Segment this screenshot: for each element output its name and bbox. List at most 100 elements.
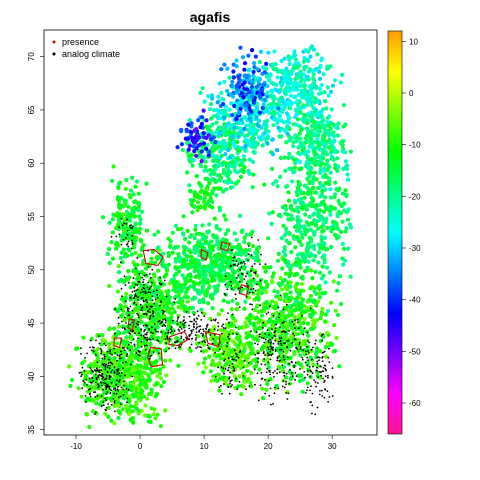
background-point bbox=[246, 169, 251, 175]
background-point bbox=[321, 183, 326, 188]
background-point bbox=[212, 324, 217, 329]
background-point bbox=[301, 191, 306, 196]
background-point bbox=[206, 153, 211, 158]
analog-climate-point bbox=[257, 361, 259, 363]
analog-climate-point bbox=[298, 343, 301, 346]
background-point bbox=[217, 81, 222, 86]
background-point bbox=[193, 265, 198, 270]
background-point bbox=[264, 61, 269, 66]
analog-climate-point bbox=[120, 353, 123, 356]
background-point bbox=[243, 137, 248, 142]
background-point bbox=[268, 376, 273, 382]
analog-climate-point bbox=[135, 352, 138, 355]
analog-climate-point bbox=[195, 327, 198, 330]
background-point bbox=[74, 346, 79, 351]
analog-climate-point bbox=[274, 370, 276, 372]
analog-climate-point bbox=[273, 392, 276, 395]
background-point bbox=[185, 273, 190, 278]
background-point bbox=[221, 130, 226, 135]
background-point bbox=[220, 96, 225, 102]
background-point bbox=[328, 195, 334, 200]
background-point bbox=[209, 378, 214, 383]
background-point bbox=[201, 131, 206, 136]
analog-climate-point bbox=[108, 376, 111, 379]
analog-climate-point bbox=[280, 342, 282, 345]
background-point bbox=[279, 134, 284, 139]
background-point bbox=[213, 179, 218, 184]
background-point bbox=[236, 80, 241, 85]
analog-climate-point bbox=[269, 345, 272, 348]
background-point bbox=[112, 355, 117, 361]
background-point bbox=[221, 171, 226, 176]
background-point bbox=[310, 276, 315, 281]
analog-climate-point bbox=[106, 383, 108, 386]
analog-climate-point bbox=[147, 265, 150, 268]
background-point bbox=[292, 87, 297, 92]
background-point bbox=[175, 227, 180, 232]
analog-climate-point bbox=[127, 307, 130, 310]
background-point bbox=[262, 131, 267, 136]
analog-climate-point bbox=[256, 372, 259, 375]
background-point bbox=[228, 137, 233, 142]
background-point bbox=[194, 246, 199, 251]
background-point bbox=[275, 184, 280, 189]
background-point bbox=[319, 217, 324, 222]
background-point bbox=[309, 239, 314, 244]
background-point bbox=[229, 257, 234, 262]
analog-climate-point bbox=[268, 334, 270, 336]
background-point bbox=[280, 266, 285, 271]
background-point bbox=[124, 361, 129, 366]
background-point bbox=[306, 175, 312, 180]
background-point bbox=[229, 307, 234, 312]
background-point bbox=[167, 281, 172, 286]
analog-climate-point bbox=[314, 413, 317, 416]
analog-climate-point bbox=[294, 338, 297, 341]
background-point bbox=[295, 98, 300, 103]
background-point bbox=[132, 378, 138, 383]
background-point bbox=[116, 243, 121, 248]
background-point bbox=[276, 106, 281, 111]
background-point bbox=[231, 130, 236, 135]
background-point bbox=[310, 181, 315, 186]
background-point bbox=[202, 99, 207, 104]
background-point bbox=[178, 285, 183, 290]
analog-climate-point bbox=[110, 389, 113, 392]
analog-climate-point bbox=[105, 388, 107, 391]
analog-climate-point bbox=[227, 312, 229, 314]
background-point bbox=[134, 402, 139, 407]
analog-climate-point bbox=[302, 349, 305, 352]
background-point bbox=[230, 298, 235, 303]
background-point bbox=[113, 213, 118, 218]
analog-climate-point bbox=[161, 325, 164, 327]
background-point bbox=[274, 102, 280, 107]
background-point bbox=[285, 119, 290, 124]
analog-climate-point bbox=[97, 376, 100, 379]
background-point bbox=[221, 189, 226, 194]
background-point bbox=[303, 268, 308, 273]
analog-climate-point bbox=[262, 326, 264, 329]
analog-climate-point bbox=[127, 281, 130, 284]
background-point bbox=[209, 93, 215, 98]
background-point bbox=[285, 212, 290, 217]
analog-climate-point bbox=[149, 287, 151, 289]
background-point bbox=[240, 55, 245, 60]
background-point bbox=[308, 67, 313, 72]
analog-climate-point bbox=[93, 346, 95, 349]
background-point bbox=[306, 333, 311, 338]
analog-climate-point bbox=[277, 340, 280, 343]
analog-climate-point bbox=[269, 387, 272, 390]
background-point bbox=[295, 65, 300, 70]
background-point bbox=[318, 270, 323, 275]
analog-climate-point bbox=[204, 341, 207, 344]
analog-climate-point bbox=[267, 311, 270, 314]
background-point bbox=[273, 300, 278, 305]
background-point bbox=[265, 136, 270, 141]
background-point bbox=[329, 244, 334, 250]
background-point bbox=[336, 198, 341, 204]
analog-climate-point bbox=[127, 343, 130, 346]
background-point bbox=[208, 369, 213, 374]
background-point bbox=[153, 367, 158, 373]
background-point bbox=[122, 202, 127, 207]
analog-climate-point bbox=[183, 316, 185, 318]
background-point bbox=[96, 356, 101, 361]
